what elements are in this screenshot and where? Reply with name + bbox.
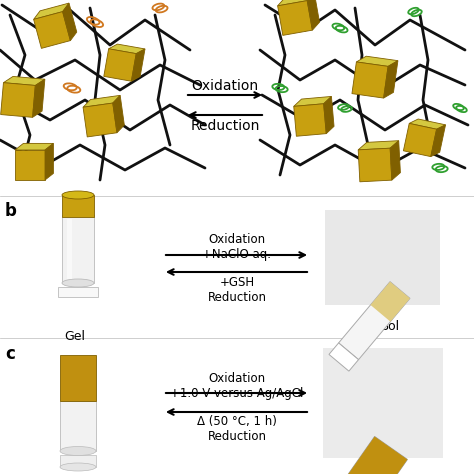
Text: Oxidation: Oxidation	[191, 79, 258, 93]
Text: Gel: Gel	[64, 330, 85, 343]
Polygon shape	[409, 119, 446, 129]
Text: Oxidation
+1.0 V versus Ag/AgCl: Oxidation +1.0 V versus Ag/AgCl	[170, 372, 304, 400]
Polygon shape	[352, 62, 388, 98]
Ellipse shape	[60, 463, 96, 471]
Text: Δ (50 °C, 1 h)
Reduction: Δ (50 °C, 1 h) Reduction	[197, 415, 277, 443]
Polygon shape	[33, 79, 45, 118]
Bar	[323, 348, 443, 458]
Polygon shape	[3, 76, 45, 85]
Bar	[62, 195, 94, 217]
Ellipse shape	[60, 447, 96, 456]
Polygon shape	[371, 282, 410, 322]
Polygon shape	[45, 144, 54, 180]
Polygon shape	[383, 61, 398, 98]
Polygon shape	[34, 3, 69, 19]
Polygon shape	[338, 282, 410, 360]
Text: Reduction: Reduction	[191, 119, 260, 133]
Polygon shape	[0, 82, 36, 118]
Polygon shape	[356, 56, 398, 66]
Polygon shape	[83, 95, 120, 107]
Polygon shape	[83, 103, 117, 137]
Polygon shape	[15, 150, 45, 180]
Polygon shape	[294, 96, 331, 106]
Text: b: b	[5, 202, 17, 220]
Polygon shape	[324, 96, 334, 134]
Bar	[58, 287, 98, 297]
Polygon shape	[104, 49, 136, 81]
Bar	[67, 219, 72, 279]
Polygon shape	[34, 12, 70, 48]
Text: Oxidation
+NaClO aq.: Oxidation +NaClO aq.	[202, 233, 272, 261]
Bar	[60, 455, 96, 467]
Polygon shape	[390, 141, 401, 180]
Polygon shape	[307, 0, 319, 30]
Polygon shape	[63, 3, 77, 41]
Polygon shape	[278, 0, 314, 6]
Polygon shape	[431, 125, 446, 156]
Bar	[325, 210, 440, 305]
Text: +GSH
Reduction: +GSH Reduction	[208, 276, 266, 304]
Text: Sol: Sol	[381, 320, 400, 333]
Polygon shape	[15, 144, 54, 150]
Polygon shape	[131, 49, 145, 81]
Text: c: c	[5, 345, 15, 363]
Polygon shape	[113, 95, 124, 133]
Polygon shape	[109, 44, 145, 54]
Polygon shape	[329, 343, 358, 371]
Polygon shape	[358, 141, 399, 150]
Polygon shape	[403, 123, 437, 156]
Ellipse shape	[62, 191, 94, 199]
Polygon shape	[278, 0, 312, 36]
Bar	[62, 215, 94, 283]
Bar	[60, 355, 96, 401]
Text: Sol: Sol	[381, 460, 400, 473]
Polygon shape	[332, 437, 407, 474]
Polygon shape	[294, 104, 326, 136]
Polygon shape	[358, 148, 392, 182]
Polygon shape	[346, 437, 407, 474]
Ellipse shape	[62, 279, 94, 287]
Bar	[60, 401, 96, 451]
